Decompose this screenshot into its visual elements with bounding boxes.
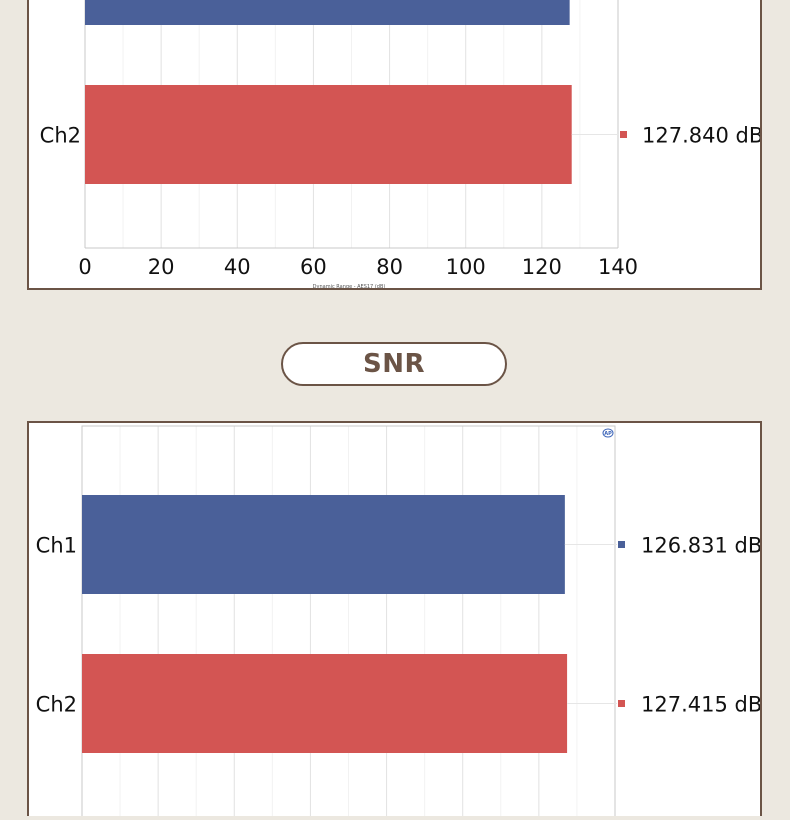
ap-logo-icon xyxy=(602,428,614,438)
x-tick-label: 80 xyxy=(376,255,403,279)
value-label-ch2: 127.840 dB xyxy=(642,124,760,148)
legend-marker-ch2 xyxy=(620,131,627,138)
snr-section-title: SNR xyxy=(281,342,507,386)
bar-ch2 xyxy=(85,85,572,184)
x-tick-label: 100 xyxy=(446,255,486,279)
bar-ch1 xyxy=(82,495,565,594)
value-label-ch1: 126.831 dB xyxy=(641,534,760,558)
category-label-ch1: Ch1 xyxy=(36,534,77,558)
x-axis-label: Dynamic Range - AES17 (dB) xyxy=(313,284,386,288)
x-tick-label: 20 xyxy=(148,255,175,279)
category-label-ch2: Ch2 xyxy=(36,693,77,717)
x-tick-label: 0 xyxy=(78,255,91,279)
ap-logo-text: AP xyxy=(604,431,612,437)
value-label-ch2: 127.415 dB xyxy=(641,693,760,717)
x-tick-label: 60 xyxy=(300,255,327,279)
bar-ch1-partial xyxy=(85,0,570,25)
x-tick-label: 140 xyxy=(598,255,638,279)
bar-ch2 xyxy=(82,654,568,753)
legend-marker-ch1 xyxy=(618,541,625,548)
plot-frame xyxy=(81,425,616,820)
category-label-ch2: Ch2 xyxy=(40,124,81,148)
dynamic-range-chart-panel: 0 20 40 60 80 100 120 140 Ch2 127.840 dB Dynamic R… xyxy=(27,0,763,290)
x-tick-label: 40 xyxy=(224,255,251,279)
x-tick-label: 120 xyxy=(522,255,562,279)
snr-chart-panel: AP Ch1 126.831 dB Ch2 127.415 dB xyxy=(27,421,762,820)
dynamic-range-chart: 0 20 40 60 80 100 120 140 Ch2 127.840 dB Dynamic R… xyxy=(40,0,763,290)
legend-marker-ch2 xyxy=(618,700,625,707)
snr-chart: AP Ch1 126.831 dB Ch2 127.415 dB xyxy=(36,425,762,820)
